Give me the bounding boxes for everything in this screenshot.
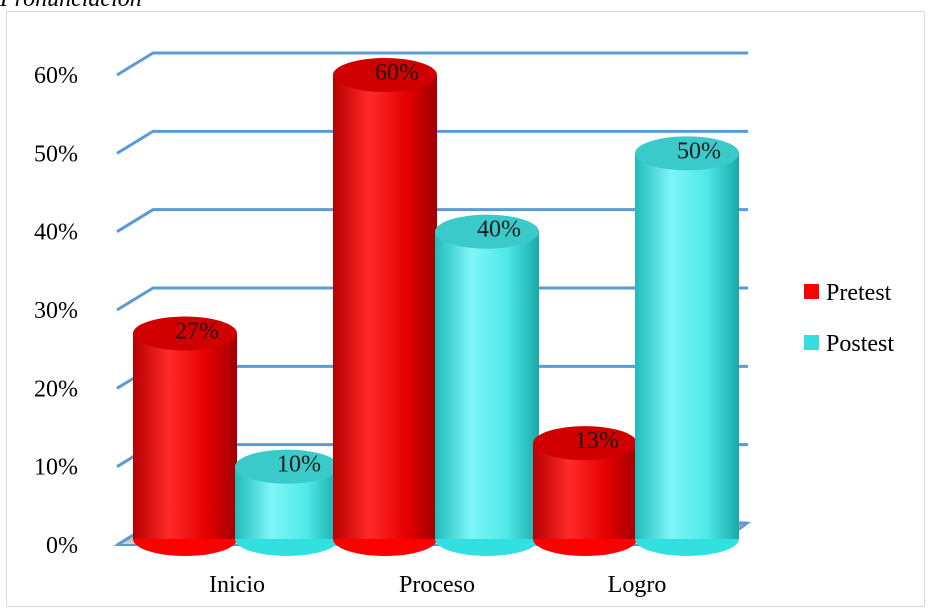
bar-top — [235, 449, 339, 484]
bar-top — [333, 58, 437, 92]
x-tick-label: Logro — [608, 572, 667, 598]
gridline — [116, 129, 748, 155]
bar-pretest-proceso — [333, 58, 437, 556]
bar-pretest-inicio — [133, 316, 237, 556]
data-labels: 27% 10% 60% 40% 13% 50% — [175, 60, 721, 478]
bar-top — [635, 136, 739, 171]
y-tick-label: 60% — [34, 63, 78, 89]
data-label: 10% — [277, 452, 321, 478]
gridline — [116, 51, 748, 77]
bar-top — [533, 426, 637, 461]
page-title: Pronunciación — [0, 0, 142, 13]
x-tick-label: Inicio — [209, 572, 265, 598]
y-tick-label: 50% — [34, 141, 78, 167]
bar-postest-inicio — [235, 449, 339, 556]
y-tick-label: 10% — [34, 455, 78, 481]
bars — [133, 58, 739, 556]
y-tick-label: 40% — [34, 220, 78, 246]
bar-top — [133, 316, 237, 351]
gridline — [116, 208, 748, 233]
y-tick-label: 20% — [34, 376, 78, 402]
x-axis-ticks: Inicio Proceso Logro — [209, 572, 666, 598]
bar-body — [435, 231, 539, 539]
y-tick-label: 30% — [34, 298, 78, 324]
legend-swatch — [804, 335, 819, 350]
bar-body — [133, 333, 237, 539]
bar-body — [333, 75, 437, 539]
bar-postest-proceso — [435, 214, 539, 556]
chart-frame — [6, 11, 925, 607]
legend-label: Postest — [826, 331, 894, 357]
data-label: 40% — [477, 217, 521, 243]
bar-postest-logro — [635, 136, 739, 556]
data-label: 13% — [575, 428, 619, 454]
data-label: 60% — [375, 60, 419, 86]
data-label: 50% — [677, 138, 721, 164]
data-label: 27% — [175, 319, 219, 345]
x-tick-label: Proceso — [399, 572, 475, 598]
legend-swatch — [804, 284, 819, 299]
gridline — [116, 286, 748, 312]
legend-label: Pretest — [826, 280, 892, 306]
y-tick-label: 0% — [46, 533, 78, 559]
bar-pretest-logro — [533, 426, 637, 556]
bar-body — [635, 153, 739, 540]
bar-top — [435, 214, 539, 249]
legend: Pretest Postest — [804, 280, 894, 357]
y-axis-ticks: 0% 10% 20% 30% 40% 50% 60% — [34, 63, 78, 559]
